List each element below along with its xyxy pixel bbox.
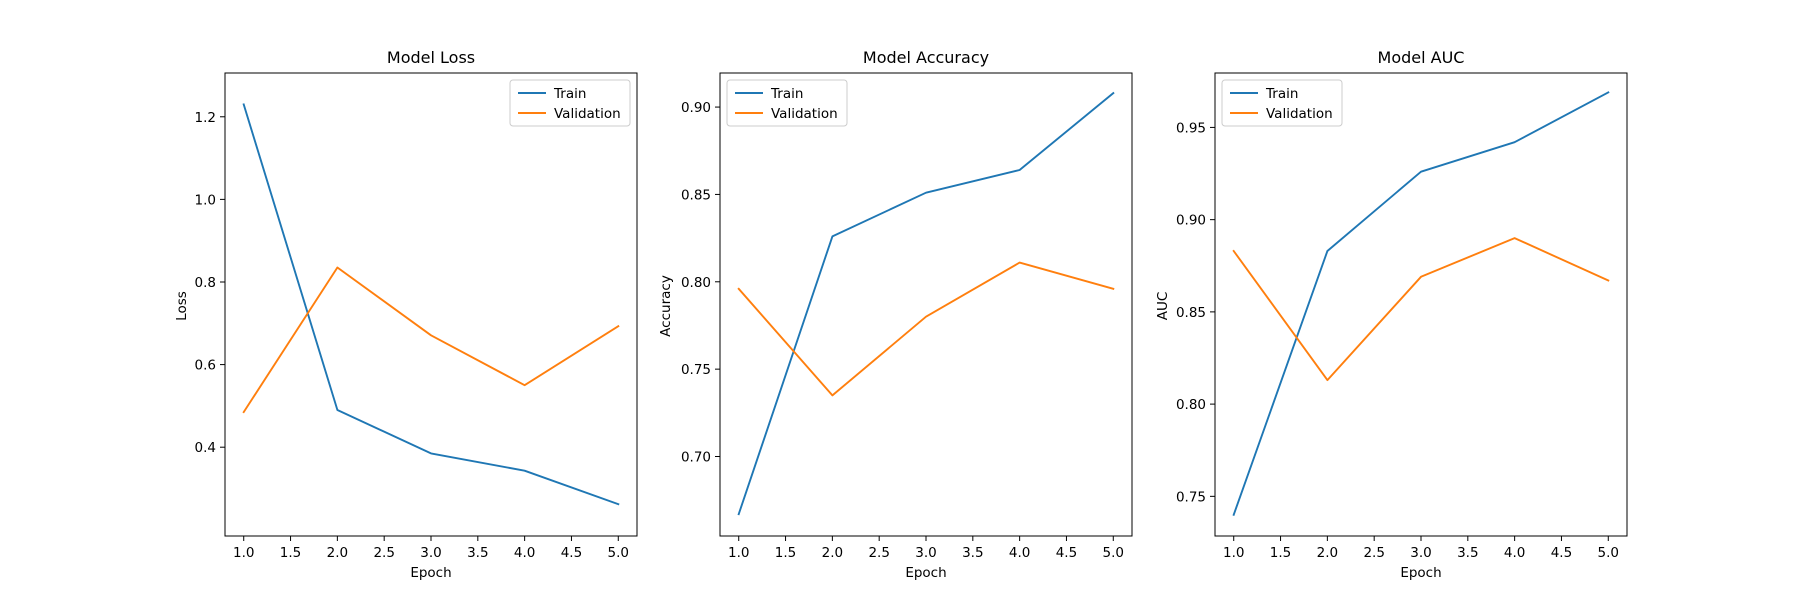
panel-accuracy-plot: 1.0 1.5 2.0 2.5 3.0 3.5 4.0 4.5 5.0 0.70 0.75 0.80 0… bbox=[681, 72, 1133, 561]
panel-loss-legend-validation-label: Validation bbox=[554, 106, 621, 122]
panel-auc-ytick-label: 0.95 bbox=[1176, 120, 1206, 136]
panel-accuracy-xtick-label: 3.0 bbox=[915, 545, 936, 561]
panel-accuracy-ytick-label: 0.75 bbox=[681, 362, 711, 378]
panel-auc-plot: 1.0 1.5 2.0 2.5 3.0 3.5 4.0 4.5 5.0 0.75 0.80 0.85 0… bbox=[1176, 72, 1628, 561]
panel-loss-xlabel: Epoch bbox=[410, 565, 451, 581]
panel-loss-ytick-label: 0.8 bbox=[195, 275, 216, 291]
panel-loss-ytick-label: 1.0 bbox=[195, 192, 216, 208]
panel-auc-xtick-label: 3.5 bbox=[1457, 545, 1478, 561]
panel-auc-xtick-label: 1.5 bbox=[1270, 545, 1291, 561]
panel-loss-series-train-line bbox=[242, 103, 620, 506]
panel-loss: Model Loss Epoch Loss 1.0 1.5 2.0 2.5 3.0 3.5… bbox=[174, 48, 638, 581]
panel-loss-title: Model Loss bbox=[387, 48, 475, 67]
panel-accuracy-series-validation-line bbox=[737, 261, 1115, 397]
panel-auc-xtick-label: 2.0 bbox=[1317, 545, 1338, 561]
panel-auc-ytick-label: 0.90 bbox=[1176, 213, 1206, 229]
panel-auc: Model AUC Epoch AUC 1.0 1.5 2.0 2.5 3.0 3.5 4.… bbox=[1155, 48, 1628, 581]
panel-auc-ylabel: AUC bbox=[1155, 292, 1171, 321]
panel-accuracy-title: Model Accuracy bbox=[863, 48, 989, 67]
panel-loss-series-validation-line bbox=[242, 266, 620, 414]
panel-accuracy-ytick-label: 0.70 bbox=[681, 450, 711, 466]
panel-auc-xlabel: Epoch bbox=[1400, 565, 1441, 581]
panel-auc-xtick-label: 1.0 bbox=[1223, 545, 1244, 561]
panel-auc-xtick-label: 4.5 bbox=[1551, 545, 1572, 561]
panel-auc-title: Model AUC bbox=[1378, 48, 1465, 67]
panel-loss-ytick-label: 0.6 bbox=[195, 358, 216, 374]
panel-loss-xtick-label: 5.0 bbox=[608, 545, 629, 561]
panel-loss-axes-frame bbox=[224, 72, 638, 537]
panel-loss-xtick-label: 3.5 bbox=[467, 545, 488, 561]
panel-loss-xtick-label: 2.5 bbox=[373, 545, 394, 561]
panel-auc-ytick-label: 0.80 bbox=[1176, 397, 1206, 413]
panel-auc-legend-train-label: Train bbox=[1265, 86, 1298, 102]
panel-accuracy-xtick-label: 5.0 bbox=[1103, 545, 1124, 561]
panel-auc-legend-validation-label: Validation bbox=[1266, 106, 1333, 122]
panel-accuracy-xtick-label: 1.0 bbox=[728, 545, 749, 561]
panel-accuracy-ylabel: Accuracy bbox=[658, 275, 674, 337]
panel-loss-xtick-label: 4.5 bbox=[561, 545, 582, 561]
panel-auc-series-validation-line bbox=[1232, 237, 1610, 382]
panel-auc-legend bbox=[1221, 79, 1343, 127]
panel-accuracy: Model Accuracy Epoch Accuracy 1.0 1.5 2.0 2… bbox=[658, 48, 1133, 581]
panel-auc-axes-frame bbox=[1214, 72, 1628, 537]
panel-loss-ytick-label: 1.2 bbox=[195, 110, 216, 126]
panel-loss-xtick-label: 2.0 bbox=[327, 545, 348, 561]
panel-auc-ytick-label: 0.75 bbox=[1176, 489, 1206, 505]
panel-accuracy-xtick-label: 1.5 bbox=[775, 545, 796, 561]
panel-auc-xtick-label: 2.5 bbox=[1363, 545, 1384, 561]
panel-auc-xtick-label: 5.0 bbox=[1598, 545, 1619, 561]
panel-accuracy-ytick-label: 0.90 bbox=[681, 100, 711, 116]
panel-loss-xtick-label: 1.5 bbox=[280, 545, 301, 561]
panel-accuracy-xtick-label: 4.0 bbox=[1009, 545, 1030, 561]
panel-loss-legend bbox=[509, 79, 631, 127]
panel-loss-ylabel: Loss bbox=[174, 291, 190, 321]
panel-loss-xtick-label: 1.0 bbox=[233, 545, 254, 561]
panel-accuracy-xlabel: Epoch bbox=[905, 565, 946, 581]
panel-accuracy-xtick-label: 2.5 bbox=[868, 545, 889, 561]
panel-accuracy-legend-train-label: Train bbox=[770, 86, 803, 102]
panel-auc-ytick-label: 0.85 bbox=[1176, 305, 1206, 321]
panel-auc-series-train-line bbox=[1232, 91, 1610, 517]
panel-accuracy-xtick-label: 3.5 bbox=[962, 545, 983, 561]
panel-accuracy-axes-frame bbox=[719, 72, 1133, 537]
panel-loss-plot: 1.0 1.5 2.0 2.5 3.0 3.5 4.0 4.5 5.0 0.4 0.6 0.8 1.0 1… bbox=[195, 72, 638, 561]
panel-accuracy-xtick-label: 4.5 bbox=[1056, 545, 1077, 561]
panel-loss-legend-train-label: Train bbox=[553, 86, 586, 102]
panel-auc-xtick-label: 4.0 bbox=[1504, 545, 1525, 561]
panel-accuracy-ytick-label: 0.85 bbox=[681, 187, 711, 203]
panel-accuracy-legend-validation-label: Validation bbox=[771, 106, 838, 122]
panel-accuracy-ytick-label: 0.80 bbox=[681, 275, 711, 291]
panel-loss-xtick-label: 4.0 bbox=[514, 545, 535, 561]
panel-loss-ytick-label: 0.4 bbox=[195, 440, 216, 456]
panel-loss-xtick-label: 3.0 bbox=[420, 545, 441, 561]
panel-accuracy-legend bbox=[726, 79, 848, 127]
panel-accuracy-xtick-label: 2.0 bbox=[822, 545, 843, 561]
panel-auc-xtick-label: 3.0 bbox=[1410, 545, 1431, 561]
panel-accuracy-series-train-line bbox=[737, 91, 1115, 516]
